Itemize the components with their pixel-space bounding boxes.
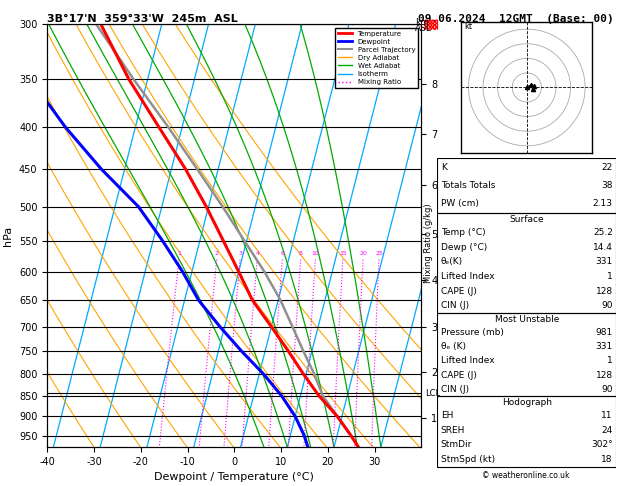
Text: 18: 18 bbox=[601, 455, 613, 464]
Text: 3B°17'N  359°33'W  245m  ASL: 3B°17'N 359°33'W 245m ASL bbox=[47, 14, 238, 23]
Text: θₑ (K): θₑ (K) bbox=[441, 342, 465, 351]
Text: Most Unstable: Most Unstable bbox=[494, 315, 559, 324]
Text: 981: 981 bbox=[596, 328, 613, 337]
Text: LCL: LCL bbox=[426, 388, 441, 398]
Text: 10: 10 bbox=[312, 251, 320, 257]
Text: StmDir: StmDir bbox=[441, 440, 472, 450]
Text: 90: 90 bbox=[601, 301, 613, 310]
Text: PW (cm): PW (cm) bbox=[441, 199, 479, 208]
Text: 24: 24 bbox=[601, 426, 613, 435]
Text: km: km bbox=[415, 18, 429, 28]
Text: 302°: 302° bbox=[591, 440, 613, 450]
Text: 38: 38 bbox=[601, 181, 613, 190]
Text: 8: 8 bbox=[299, 251, 303, 257]
Text: Dewp (°C): Dewp (°C) bbox=[441, 243, 487, 252]
Text: EH: EH bbox=[441, 412, 453, 420]
Text: Mixing Ratio (g/kg): Mixing Ratio (g/kg) bbox=[425, 203, 433, 283]
Text: 3: 3 bbox=[238, 251, 242, 257]
Legend: Temperature, Dewpoint, Parcel Trajectory, Dry Adiabat, Wet Adiabat, Isotherm, Mi: Temperature, Dewpoint, Parcel Trajectory… bbox=[335, 28, 418, 88]
Text: 1: 1 bbox=[607, 356, 613, 365]
Text: CAPE (J): CAPE (J) bbox=[441, 287, 477, 295]
Text: © weatheronline.co.uk: © weatheronline.co.uk bbox=[482, 471, 570, 480]
Text: 1: 1 bbox=[607, 272, 613, 281]
Text: ▓▓: ▓▓ bbox=[423, 19, 438, 30]
Text: 4: 4 bbox=[255, 251, 260, 257]
Text: 6: 6 bbox=[281, 251, 284, 257]
Text: 15: 15 bbox=[339, 251, 347, 257]
Text: CIN (J): CIN (J) bbox=[441, 384, 469, 394]
Text: ASL: ASL bbox=[415, 24, 432, 34]
Text: 2: 2 bbox=[215, 251, 219, 257]
Text: Totals Totals: Totals Totals bbox=[441, 181, 495, 190]
Text: Hodograph: Hodograph bbox=[502, 398, 552, 407]
Bar bbox=[437, 396, 616, 467]
Text: 128: 128 bbox=[596, 287, 613, 295]
Text: CIN (J): CIN (J) bbox=[441, 301, 469, 310]
Text: 14.4: 14.4 bbox=[593, 243, 613, 252]
Text: 20: 20 bbox=[359, 251, 367, 257]
Text: Lifted Index: Lifted Index bbox=[441, 356, 494, 365]
Text: Temp (°C): Temp (°C) bbox=[441, 228, 486, 237]
Text: 25.2: 25.2 bbox=[593, 228, 613, 237]
Text: 25: 25 bbox=[375, 251, 383, 257]
Text: θₑ(K): θₑ(K) bbox=[441, 258, 463, 266]
Text: kt: kt bbox=[464, 22, 472, 31]
Text: 90: 90 bbox=[601, 384, 613, 394]
Text: Lifted Index: Lifted Index bbox=[441, 272, 494, 281]
Text: 22: 22 bbox=[601, 163, 613, 172]
Bar bbox=[437, 213, 616, 313]
Text: StmSpd (kt): StmSpd (kt) bbox=[441, 455, 495, 464]
Text: Surface: Surface bbox=[509, 215, 544, 224]
Text: 09.06.2024  12GMT  (Base: 00): 09.06.2024 12GMT (Base: 00) bbox=[418, 14, 614, 24]
Y-axis label: hPa: hPa bbox=[3, 226, 13, 246]
Text: K: K bbox=[441, 163, 447, 172]
Bar bbox=[437, 313, 616, 396]
Text: 1: 1 bbox=[177, 251, 181, 257]
Text: CAPE (J): CAPE (J) bbox=[441, 370, 477, 380]
Text: SREH: SREH bbox=[441, 426, 465, 435]
Text: Pressure (mb): Pressure (mb) bbox=[441, 328, 504, 337]
Text: 2.13: 2.13 bbox=[593, 199, 613, 208]
Text: 128: 128 bbox=[596, 370, 613, 380]
Text: 331: 331 bbox=[596, 258, 613, 266]
X-axis label: Dewpoint / Temperature (°C): Dewpoint / Temperature (°C) bbox=[154, 472, 314, 483]
Bar bbox=[437, 158, 616, 213]
Text: 331: 331 bbox=[596, 342, 613, 351]
Text: 11: 11 bbox=[601, 412, 613, 420]
